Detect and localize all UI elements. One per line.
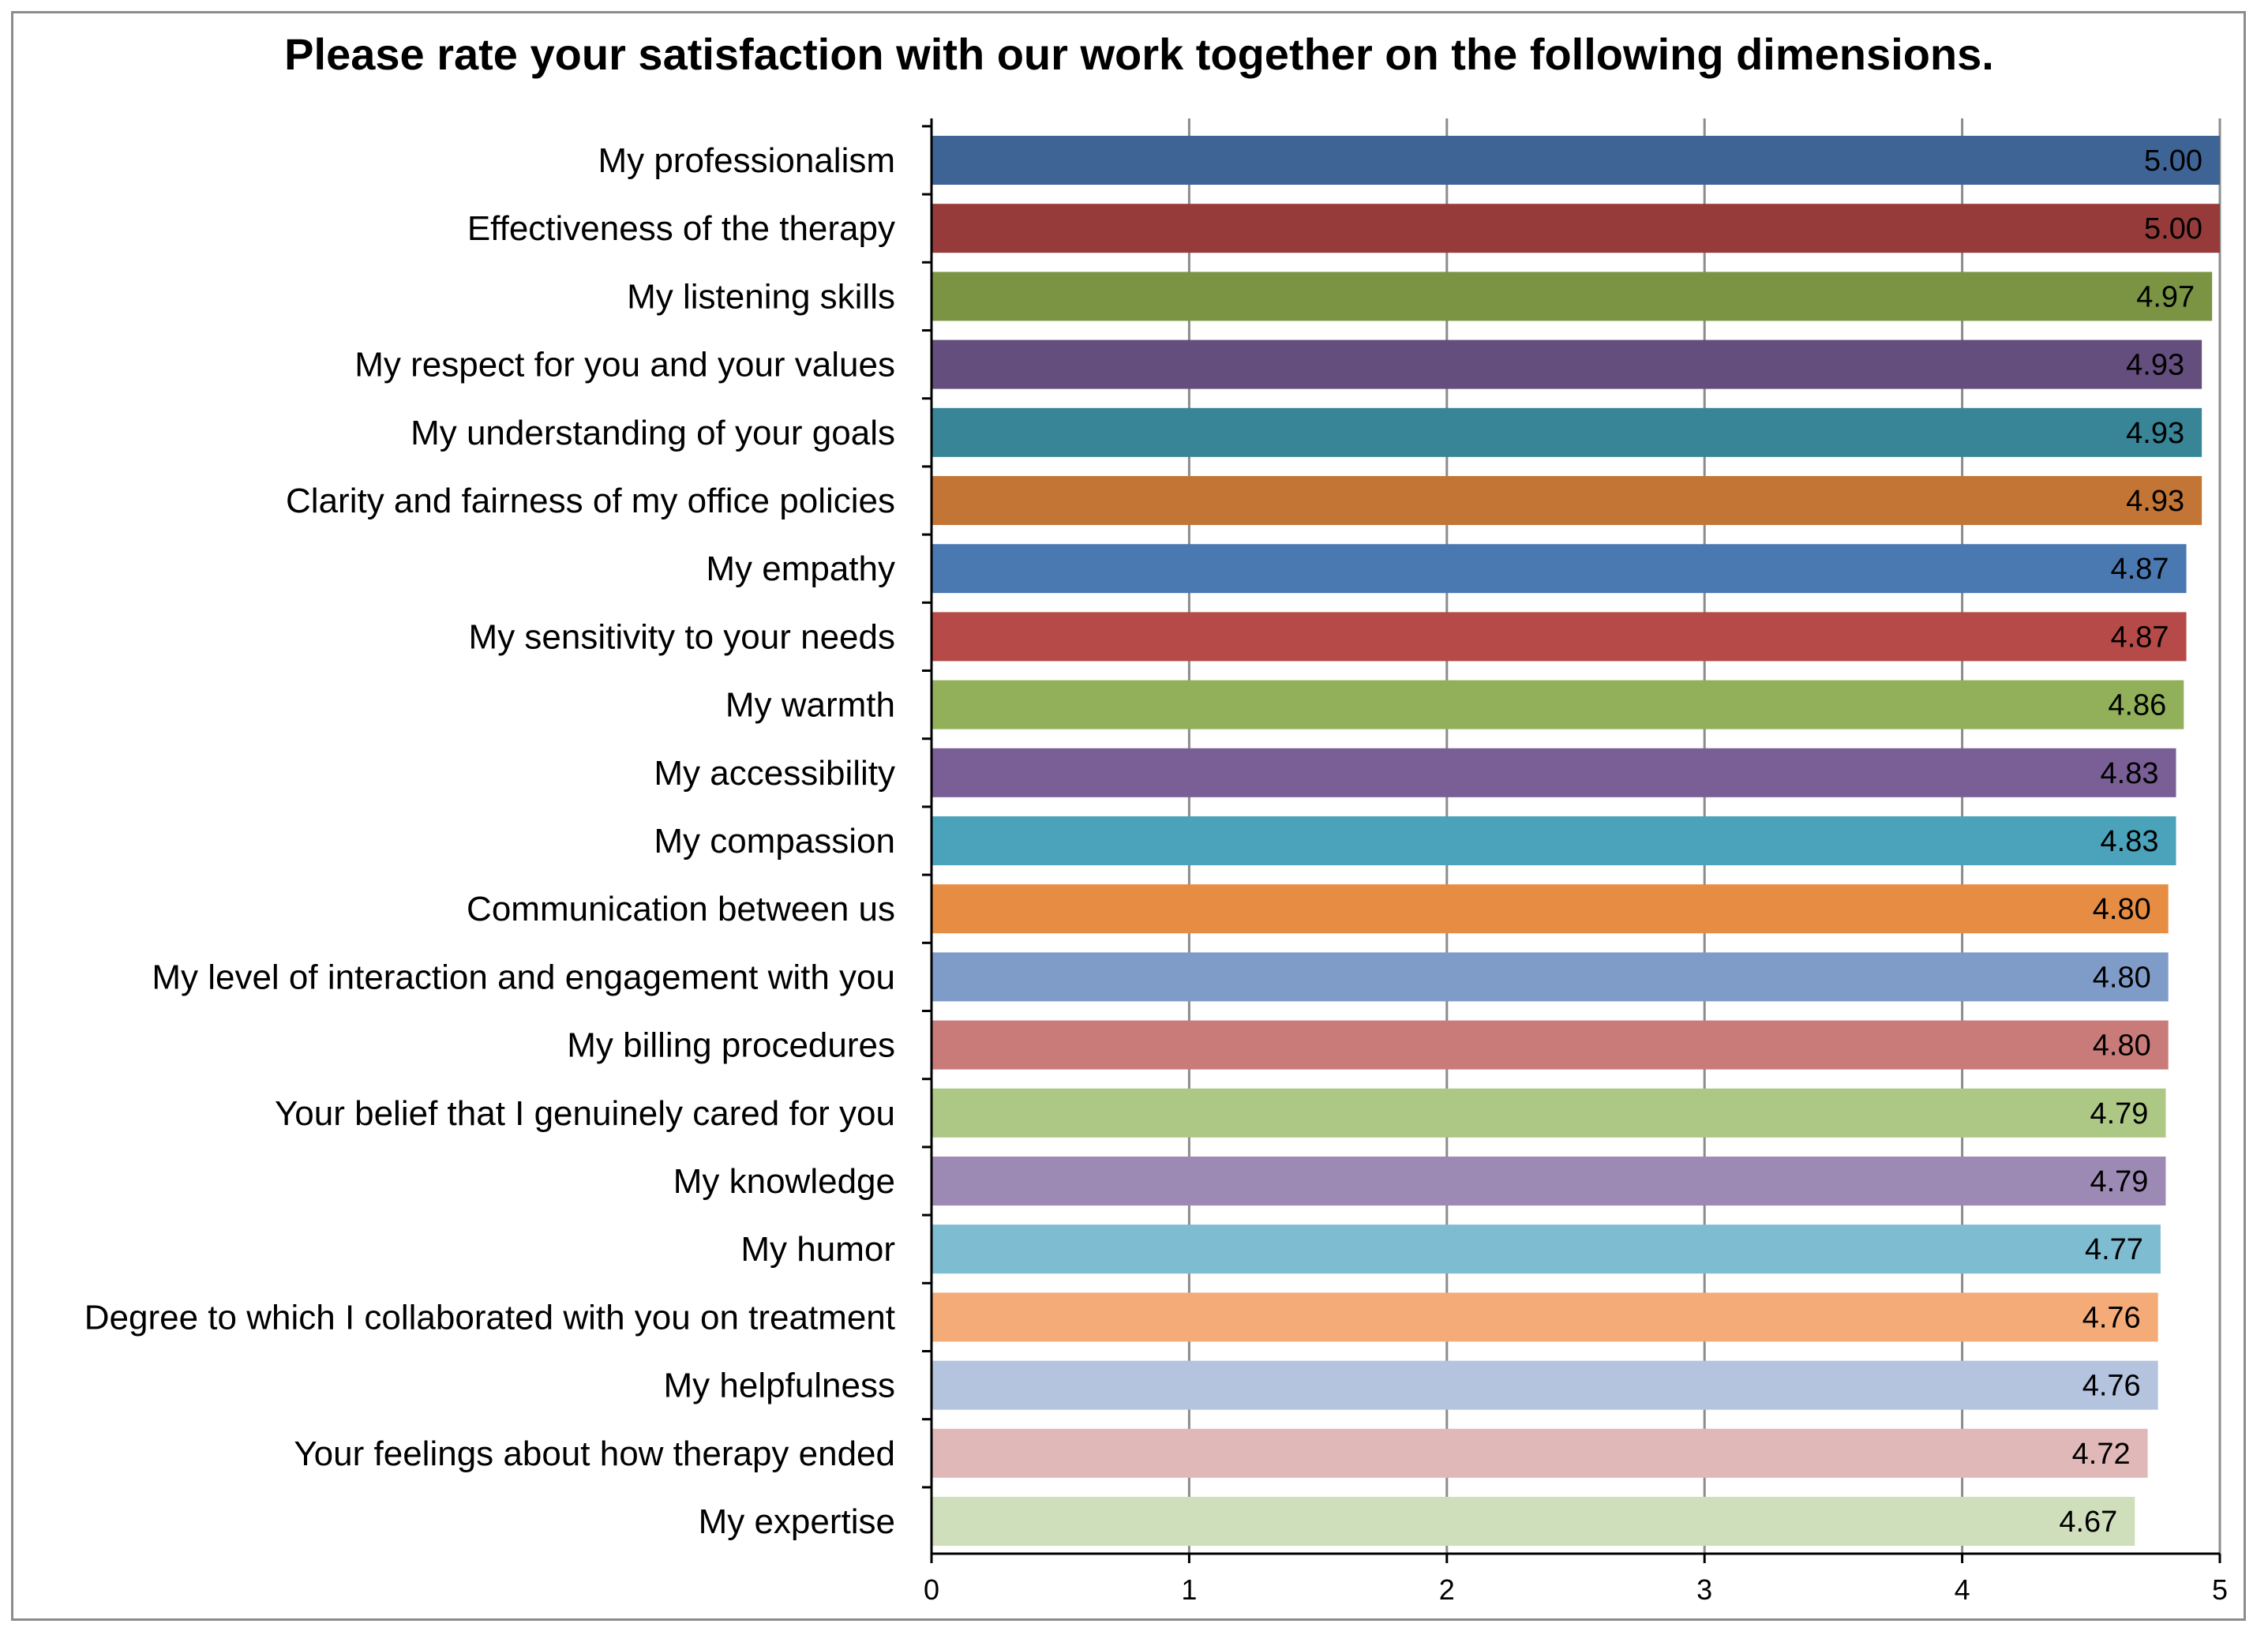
category-label: My professionalism xyxy=(598,141,895,180)
bar xyxy=(932,1157,2166,1206)
bar xyxy=(932,748,2176,797)
data-label: 4.79 xyxy=(2090,1097,2148,1131)
bar xyxy=(932,1360,2158,1410)
data-label: 4.80 xyxy=(2093,893,2151,926)
bar xyxy=(932,680,2184,729)
bar xyxy=(932,136,2220,185)
data-label: 4.97 xyxy=(2136,280,2195,313)
data-label: 4.76 xyxy=(2082,1301,2141,1334)
data-label: 4.72 xyxy=(2072,1438,2131,1471)
data-label: 4.76 xyxy=(2082,1370,2141,1403)
category-label: My listening skills xyxy=(627,277,895,316)
x-tick-label: 3 xyxy=(1696,1573,1712,1606)
data-label: 4.86 xyxy=(2108,689,2166,722)
category-label: Communication between us xyxy=(467,890,895,928)
x-tick-label: 2 xyxy=(1439,1573,1455,1606)
category-label: My billing procedures xyxy=(567,1026,895,1065)
category-label: My accessibility xyxy=(654,754,895,793)
category-label: Effectiveness of the therapy xyxy=(467,209,895,248)
x-tick-label: 5 xyxy=(2212,1573,2228,1606)
category-label: Your belief that I genuinely cared for y… xyxy=(275,1094,895,1133)
category-label: My warmth xyxy=(725,686,895,725)
data-label: 4.80 xyxy=(2093,961,2151,994)
bar xyxy=(932,476,2202,525)
data-label: 4.67 xyxy=(2059,1506,2117,1539)
bar xyxy=(932,884,2169,934)
category-label: My expertise xyxy=(699,1502,895,1541)
category-labels: My professionalism Effectiveness of the t… xyxy=(84,141,895,1541)
data-label: 4.93 xyxy=(2126,349,2184,382)
bars: 5.00 5.00 4.97 4.93 4.93 4.93 4.87 4.87 4.86 4.83… xyxy=(932,136,2220,1546)
bar xyxy=(932,339,2202,389)
x-tick-label: 4 xyxy=(1955,1573,1970,1606)
bar xyxy=(932,204,2220,253)
category-label: My compassion xyxy=(654,822,895,861)
data-label: 4.77 xyxy=(2085,1233,2143,1266)
bar xyxy=(932,612,2187,662)
data-label: 4.83 xyxy=(2101,825,2159,858)
category-label: My humor xyxy=(740,1230,895,1269)
chart-title: Please rate your satisfaction with our w… xyxy=(284,29,1994,79)
bar xyxy=(932,1497,2135,1546)
category-label: Degree to which I collaborated with you … xyxy=(84,1298,895,1337)
bar xyxy=(932,1428,2148,1478)
data-label: 4.93 xyxy=(2126,485,2184,518)
bar xyxy=(932,1088,2166,1138)
data-label: 4.93 xyxy=(2126,417,2184,450)
category-label: My respect for you and your values xyxy=(354,346,895,384)
bar xyxy=(932,544,2187,594)
category-label: My understanding of your goals xyxy=(410,414,895,452)
category-label: My sensitivity to your needs xyxy=(469,617,895,656)
category-label: My knowledge xyxy=(673,1162,895,1201)
data-label: 4.83 xyxy=(2101,757,2159,790)
category-label: My helpfulness xyxy=(664,1367,895,1405)
bar xyxy=(932,952,2169,1002)
x-tick-labels: 0 1 2 3 4 5 xyxy=(924,1573,2228,1606)
bar xyxy=(932,407,2202,457)
x-tick-label: 0 xyxy=(924,1573,939,1606)
data-label: 4.87 xyxy=(2111,553,2169,586)
data-label: 4.87 xyxy=(2111,621,2169,654)
data-label: 4.80 xyxy=(2093,1029,2151,1063)
bar xyxy=(932,1292,2158,1342)
x-tick-label: 1 xyxy=(1181,1573,1197,1606)
bar xyxy=(932,816,2176,865)
bar xyxy=(932,272,2213,321)
axes xyxy=(922,118,2221,1563)
category-label: My empathy xyxy=(706,549,895,588)
category-label: My level of interaction and engagement w… xyxy=(152,958,895,996)
category-label: Your feelings about how therapy ended xyxy=(294,1434,895,1473)
bar xyxy=(932,1020,2169,1070)
bar xyxy=(932,1224,2161,1274)
category-label: Clarity and fairness of my office polici… xyxy=(286,482,895,520)
data-label: 4.79 xyxy=(2090,1165,2148,1198)
data-label: 5.00 xyxy=(2144,144,2202,178)
data-label: 5.00 xyxy=(2144,212,2202,246)
